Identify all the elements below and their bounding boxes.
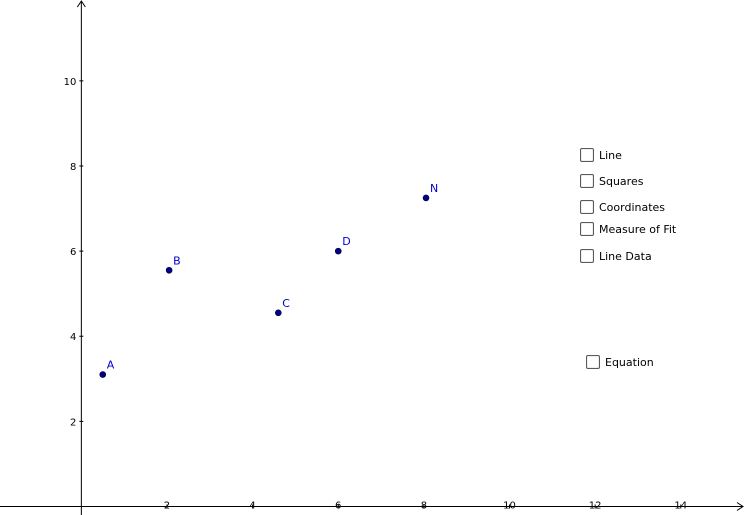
x-tick-label: 4	[249, 500, 255, 511]
y-tick-label: 8	[70, 162, 76, 173]
measure-of-fit-checkbox[interactable]: Measure of Fit	[580, 221, 676, 237]
equation-checkbox[interactable]: Equation	[586, 354, 654, 370]
line-checkbox-label: Line	[599, 148, 622, 162]
squares-checkbox[interactable]: Squares	[580, 173, 643, 189]
data-point-n[interactable]	[422, 194, 430, 202]
data-point-a[interactable]	[99, 371, 107, 378]
x-tick-label: 2	[164, 500, 170, 511]
y-tick-label: 2	[70, 417, 76, 428]
x-tick-label: 6	[335, 500, 341, 511]
x-tick-label: 10	[503, 500, 516, 511]
point-label-n: N	[430, 182, 438, 195]
line-data-checkbox[interactable]: Line Data	[580, 248, 652, 264]
y-tick-label: 4	[70, 332, 76, 343]
data-point-d[interactable]	[334, 247, 342, 255]
checkbox-box[interactable]	[580, 148, 594, 162]
y-tick-label: 10	[64, 77, 77, 88]
line-data-checkbox-label: Line Data	[599, 249, 652, 263]
x-tick-label: 8	[421, 500, 427, 511]
x-axis-arrow-icon	[736, 502, 744, 511]
coordinates-checkbox[interactable]: Coordinates	[580, 199, 665, 215]
equation-checkbox-label: Equation	[605, 355, 654, 369]
x-tick-label: 14	[674, 500, 687, 511]
point-label-a: A	[107, 359, 115, 372]
checkbox-box[interactable]	[580, 174, 594, 188]
measure-of-fit-checkbox-label: Measure of Fit	[599, 222, 677, 236]
line-checkbox[interactable]: Line	[580, 147, 622, 163]
checkbox-box[interactable]	[580, 200, 594, 214]
y-tick-label: 6	[70, 247, 76, 258]
point-label-d: D	[342, 235, 350, 248]
data-point-c[interactable]	[275, 309, 282, 317]
point-label-b: B	[173, 254, 181, 267]
y-axis-arrow-icon	[76, 0, 86, 8]
coordinates-checkbox-label: Coordinates	[599, 200, 666, 214]
data-point-b[interactable]	[165, 266, 173, 274]
checkbox-box[interactable]	[580, 222, 594, 236]
checkbox-box[interactable]	[580, 249, 594, 263]
point-label-c: C	[282, 297, 290, 310]
checkbox-box[interactable]	[586, 355, 600, 369]
x-tick-label: 12	[589, 500, 602, 511]
squares-checkbox-label: Squares	[599, 174, 644, 188]
